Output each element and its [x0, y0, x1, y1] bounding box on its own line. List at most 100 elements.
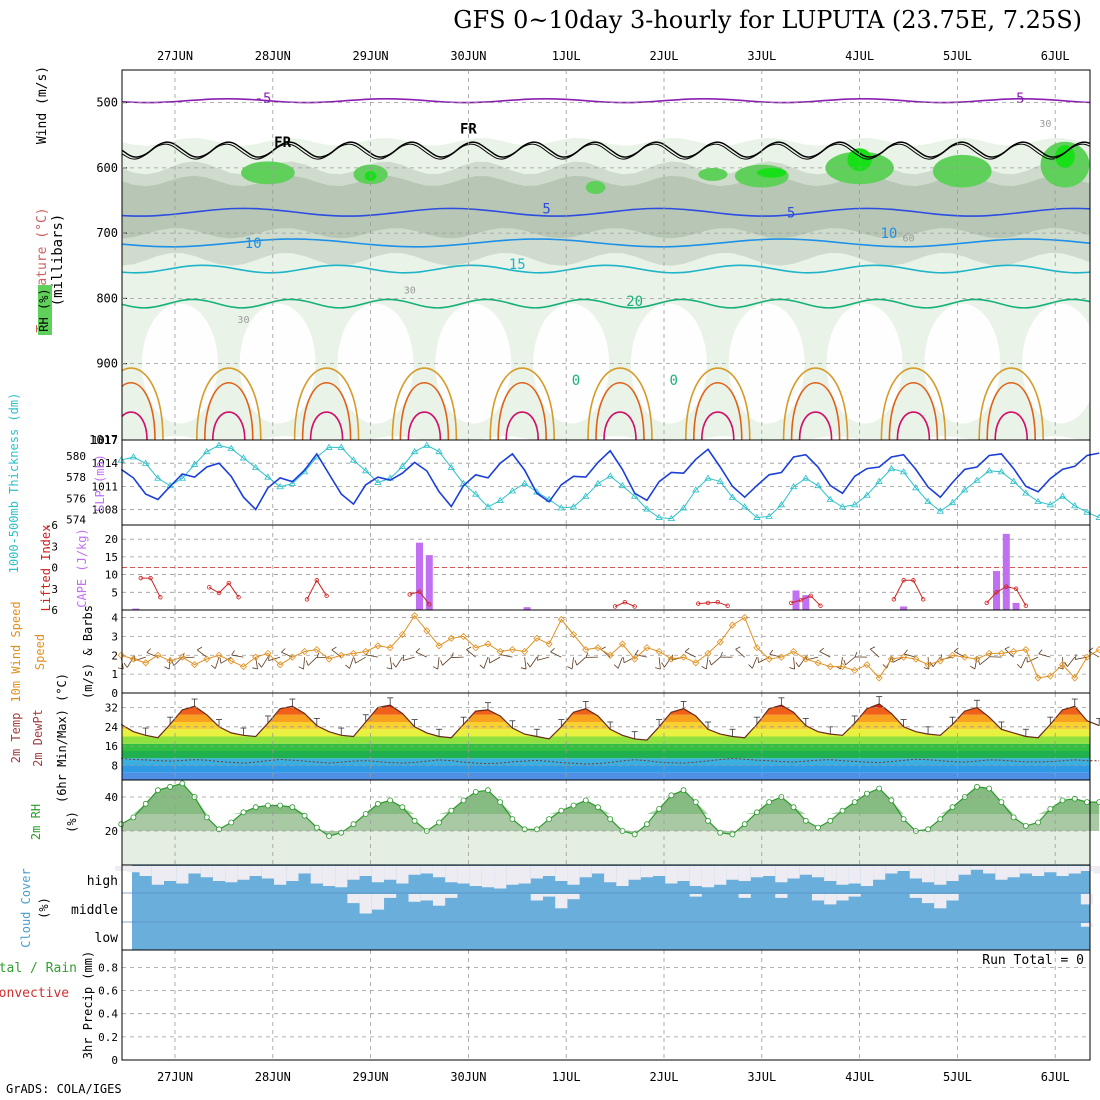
- upper-wind-barb: [426, 89, 440, 97]
- cloud-clear-segment: [322, 866, 336, 886]
- barb-flag: [426, 133, 431, 138]
- wind10m-barb: [219, 656, 232, 664]
- cloud-clear-segment: [530, 894, 543, 901]
- barb-flag: [451, 652, 454, 658]
- upper-wind-barb: [719, 125, 732, 137]
- warm-surface-contour: [986, 382, 1036, 440]
- upper-wind-barb: [816, 91, 830, 99]
- thickness-point: [582, 492, 590, 499]
- wind10m-barb: [819, 647, 831, 658]
- barb-flag: [117, 667, 124, 670]
- rh2m-point: [692, 799, 699, 805]
- barb-flag: [133, 655, 136, 661]
- barb-staff: [964, 96, 977, 98]
- top-date-label: 2JUL: [650, 49, 679, 63]
- barb-staff: [303, 657, 305, 670]
- upper-wind-barb: [769, 93, 781, 106]
- cloud-clear-segment: [799, 866, 812, 875]
- temp-contour-20: [122, 298, 1090, 309]
- barb-flag: [110, 215, 114, 220]
- cloud-clear-segment: [921, 894, 935, 904]
- contour-label: 0: [670, 373, 678, 389]
- barb-staff: [752, 657, 758, 669]
- wind10m-barb: [252, 657, 258, 670]
- barb-flag: [305, 660, 309, 666]
- wind-axis-label: Wind (m/s): [35, 66, 50, 144]
- wind-tick-label: 3: [111, 630, 118, 643]
- barb-flag: [404, 103, 409, 107]
- barb-flag: [573, 88, 576, 93]
- rh2m-point: [1071, 795, 1078, 802]
- barb-flag: [720, 652, 723, 658]
- wind-speed-point: [704, 649, 712, 657]
- barb-flag: [158, 119, 162, 124]
- wind10m-barb: [843, 656, 855, 666]
- temp-band-layer: [122, 703, 1090, 780]
- cloud-clear-segment: [457, 866, 470, 884]
- rh2m-point: [876, 785, 883, 792]
- wind10m-barb: [748, 657, 758, 669]
- wind-speed-point: [252, 653, 260, 661]
- li-point: [236, 595, 241, 600]
- wind-speed-point: [765, 655, 773, 663]
- barb-staff: [220, 656, 232, 664]
- top-date-label: 27JUN: [157, 49, 193, 63]
- run-total-label: Run Total = 0: [982, 953, 1084, 968]
- barb-flag: [520, 667, 527, 670]
- thickness-point: [777, 501, 786, 508]
- wind10m-barb: [655, 657, 661, 670]
- wind10m-barb: [479, 657, 489, 669]
- cloud-clear-segment: [934, 866, 947, 885]
- wind-speed-point: [838, 663, 847, 671]
- upper-wind-barb: [794, 87, 808, 97]
- upper-wind-barb: [673, 117, 687, 129]
- wind10m-barb: [550, 647, 562, 658]
- upper-wind-barb: [894, 127, 903, 141]
- wind10m-speed-label: Speed: [33, 634, 47, 670]
- upper-wind-barb: [792, 125, 806, 137]
- rh2m-point: [326, 833, 332, 839]
- cape-bar: [416, 542, 423, 610]
- cape-tick-label: 15: [105, 551, 118, 564]
- barb-flag: [415, 648, 421, 653]
- wind-speed-line: [121, 614, 1100, 679]
- cloud-clear-segment: [738, 894, 751, 898]
- rh2m-point: [986, 785, 993, 792]
- temp-tick-label: 32: [105, 702, 118, 715]
- barb-staff: [744, 96, 756, 100]
- rh-saturated-blob: [1055, 145, 1075, 168]
- wind10m-barb: [432, 657, 440, 670]
- upper-wind-barb: [720, 87, 734, 96]
- precip-tick-label: 0: [111, 1054, 118, 1067]
- barb-flag: [567, 666, 573, 670]
- barb-flag: [1038, 649, 1043, 655]
- upper-wind-barb: [1085, 124, 1099, 134]
- barb-flag: [479, 664, 485, 669]
- upper-wind-barb: [550, 93, 561, 107]
- cape-bar: [900, 606, 908, 610]
- thickness-point: [154, 474, 162, 481]
- barb-staff: [576, 129, 586, 138]
- barb-flag: [303, 97, 307, 102]
- thickness-point: [325, 443, 333, 450]
- upper-wind-barb: [573, 125, 586, 137]
- thickness-point: [973, 476, 981, 483]
- rh2m-point: [839, 807, 846, 814]
- rh2m-axis-label: 2m RH: [29, 804, 43, 840]
- li-point: [788, 600, 794, 606]
- barb-staff: [158, 124, 170, 129]
- cloud-clear-segment: [567, 894, 580, 900]
- top-date-label: 4JUL: [845, 49, 874, 63]
- wind10m-barb: [585, 652, 598, 658]
- cape-tick-label: 20: [105, 533, 118, 546]
- wind-speed-point: [435, 642, 443, 650]
- barb-flag: [231, 119, 235, 124]
- barb-flag: [816, 94, 819, 99]
- barb-flag: [379, 118, 383, 123]
- wind-tick-label: 4: [111, 612, 118, 625]
- cloud-clear-segment: [261, 866, 275, 879]
- cloud-level-label: high: [87, 874, 118, 889]
- rh-moist-blob: [698, 167, 728, 181]
- rh-axis-label: RH (%): [37, 288, 51, 331]
- barb-staff: [138, 129, 146, 139]
